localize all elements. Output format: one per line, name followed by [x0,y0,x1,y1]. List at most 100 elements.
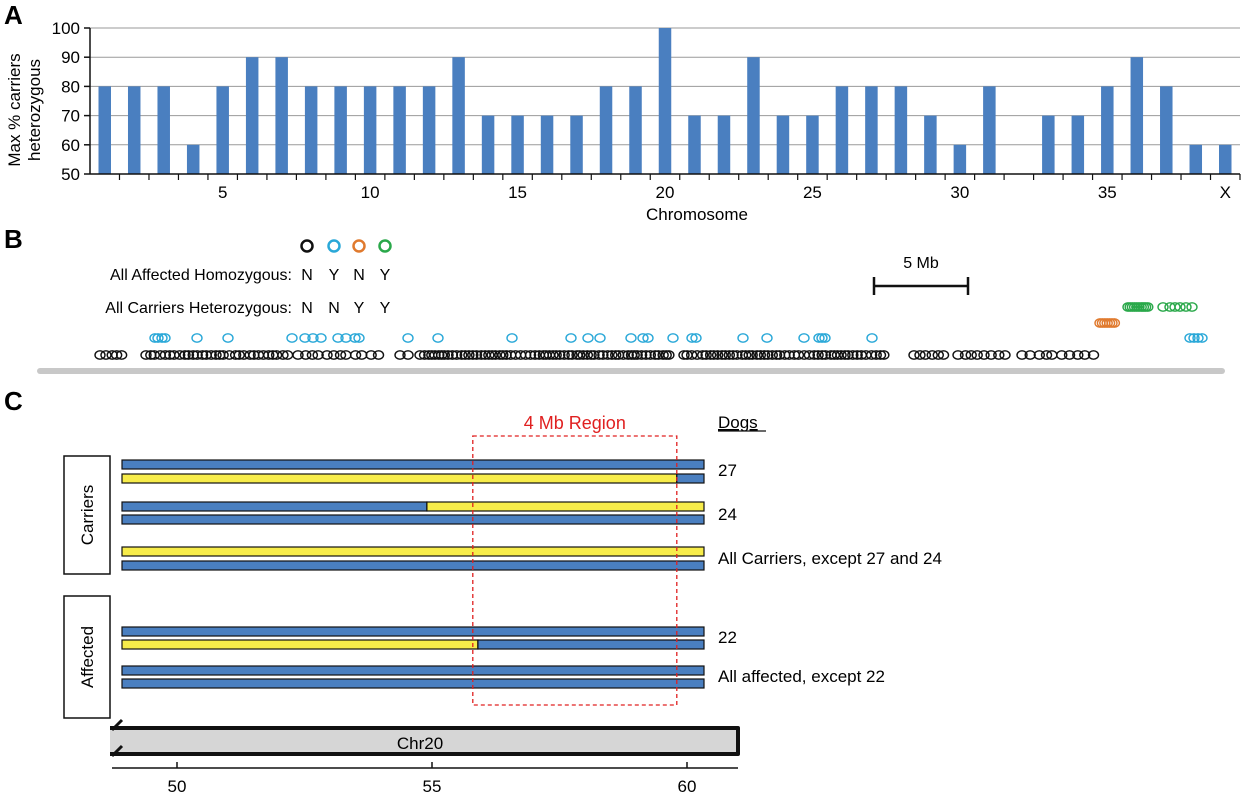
bar-chr-17 [570,115,583,174]
bar-chr-9 [334,86,347,174]
snp-marker [110,350,123,360]
panel-label-b: B [4,224,23,254]
bar-chr-27 [865,86,878,174]
x-tick-label: 30 [950,183,969,202]
snp-marker [349,333,361,343]
snp-marker [210,350,222,360]
haplotype-bar [121,459,705,470]
snp-marker [667,333,679,343]
snp-marker [402,350,414,360]
snp-marker [307,333,319,343]
y-tick-label: 80 [61,77,80,96]
snp-marker [819,350,832,360]
bar-chr-8 [304,86,318,174]
bar-chr-37 [1160,86,1173,174]
bar-chr-6 [245,57,259,175]
bar-chr-22 [717,115,731,174]
snp-marker [1024,350,1036,360]
x-tick-label: 25 [803,183,822,202]
snp-marker [635,350,648,360]
legend-circle [378,239,392,253]
snp-marker [631,350,643,360]
dog-label-27: 27 [718,461,737,480]
x-tick-label: 15 [508,183,527,202]
snp-marker [191,333,203,343]
legend-row-carriers-label: All Carriers Heterozygous: [105,300,292,317]
y-tick-label: 100 [52,19,80,38]
legend-value: N [301,267,313,284]
snp-marker [475,350,488,360]
snp-marker [306,350,319,360]
legend-circle [327,239,341,253]
snp-marker [179,350,191,360]
snp-marker [708,350,720,360]
bar-chr-14 [481,115,495,174]
dog-label-all-affected: All affected, except 22 [718,667,885,686]
bar-chr-7 [275,57,288,175]
snp-marker [467,350,479,360]
snp-marker [1186,302,1198,312]
y-tick-label: 60 [61,136,80,155]
snp-marker [637,333,649,343]
snp-marker [937,350,950,360]
bar-chr-29 [924,115,937,174]
snp-marker [625,333,637,343]
snp-marker [1188,333,1200,343]
snp-marker [593,350,605,360]
haplotype-bar [121,473,678,484]
snp-marker [312,350,324,360]
panel-label-a: A [4,0,23,30]
snp-marker [847,350,859,360]
legend-circles [300,239,392,253]
snp-marker [315,333,327,343]
snp-marker [723,350,736,360]
bar-chr-4 [186,144,200,174]
snp-marker [321,350,333,360]
snp-marker [978,350,990,360]
snp-marker [985,350,997,360]
snp-marker [1157,302,1169,312]
bar-chr-38 [1189,144,1203,174]
snp-marker [463,350,475,360]
haplotype-bar [121,560,705,571]
snp-marker [152,333,164,343]
haplotype-bar [121,514,705,525]
bar-chr-33 [1042,115,1055,174]
bar-chr-35 [1101,86,1114,174]
snp-marker [217,350,229,360]
x-tick-label: X [1220,183,1231,202]
legend-value: N [301,300,313,317]
snp-marker [594,333,606,343]
snp-marker [334,350,347,360]
bar-chr-31 [983,86,996,174]
snp-marker [971,350,983,360]
snp-marker [372,350,385,360]
snp-marker [644,350,657,360]
bars [98,28,1232,175]
snp-marker [1169,302,1181,312]
snp-marker [919,350,932,360]
snp-marker [547,350,559,360]
snp-marker [562,350,575,360]
snp-marker [792,350,805,360]
snp-marker [554,350,566,360]
snp-marker [819,333,831,343]
snp-marker [716,350,728,360]
haplotype-bar-tail [477,639,705,650]
snp-marker [685,350,698,360]
snp-marker [1184,333,1196,343]
snp-marker [816,333,828,343]
snp-marker [657,350,669,360]
snp-marker [874,350,887,360]
legend-value: Y [380,267,391,284]
snp-marker [115,350,128,360]
snp-marker [299,333,311,343]
scale-bar-label: 5 Mb [903,255,939,272]
bar-chr-28 [894,86,908,174]
haplotype-bar [121,501,428,512]
snp-marker [483,350,495,360]
snp-marker [277,350,289,360]
snp-marker [762,350,774,360]
snp-marker [914,350,926,360]
